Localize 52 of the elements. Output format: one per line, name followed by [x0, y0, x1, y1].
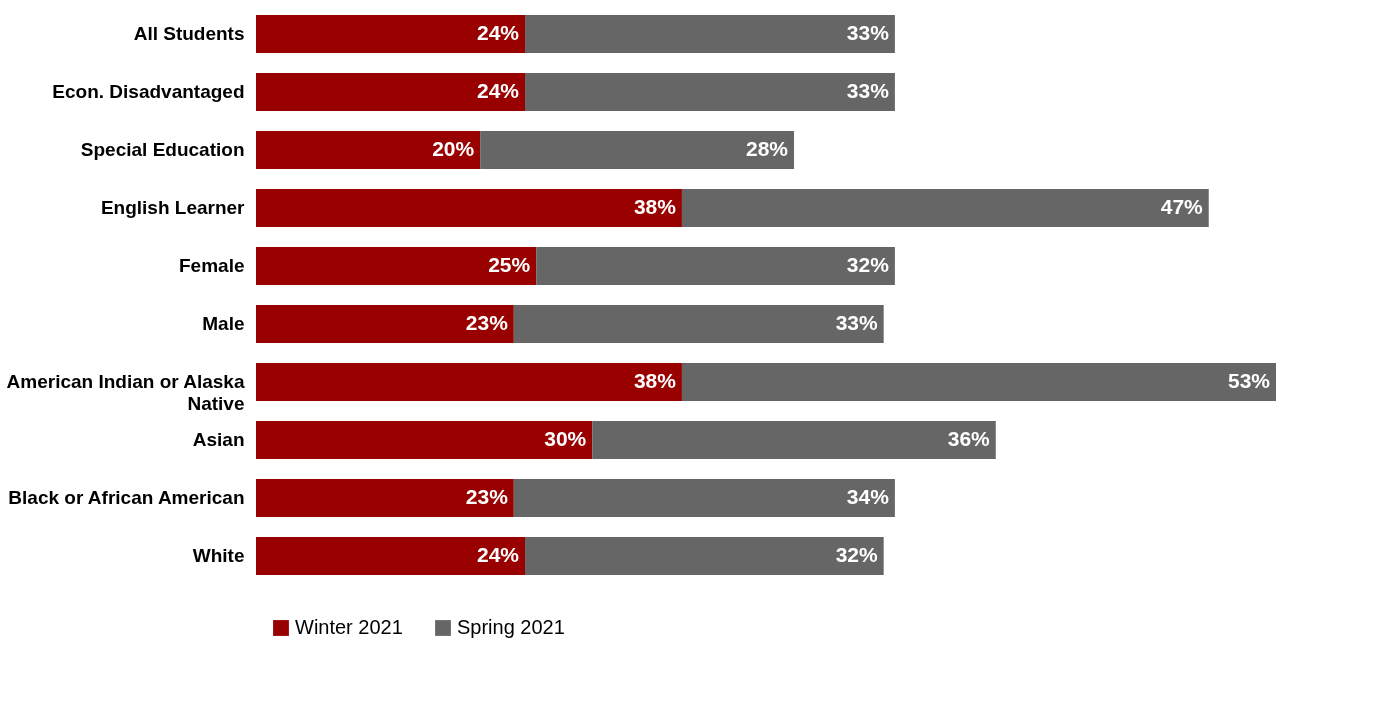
- bar: [513, 479, 895, 517]
- legend-label: Winter 2021: [295, 616, 403, 638]
- bar: [256, 421, 593, 459]
- y-tick-label: All Students: [133, 23, 245, 44]
- y-tick-label: American Indian or Alaska Native: [6, 371, 245, 414]
- data-label: 38%: [633, 195, 677, 218]
- legend-label: Spring 2021: [457, 616, 565, 638]
- bar: [480, 131, 795, 169]
- y-tick-label: Black or African American: [8, 487, 245, 508]
- data-label: 38%: [633, 369, 677, 392]
- bar: [525, 73, 895, 111]
- bar: [592, 421, 996, 459]
- data-label: 24%: [476, 543, 520, 566]
- y-tick-label: White: [192, 545, 245, 566]
- data-label: 25%: [488, 253, 531, 276]
- bar: [513, 305, 884, 343]
- bar: [256, 363, 682, 401]
- data-label: 53%: [1227, 369, 1271, 392]
- y-tick-label: Special Education: [80, 139, 245, 160]
- y-tick-label: Econ. Disadvantaged: [52, 81, 245, 102]
- bar: [256, 73, 526, 111]
- data-label: 34%: [846, 485, 890, 508]
- bar: [681, 189, 1209, 227]
- data-label: 20%: [432, 137, 475, 160]
- y-tick-label: Female: [179, 255, 245, 276]
- y-tick-label: Male: [202, 313, 245, 334]
- bar: [256, 479, 514, 517]
- data-label: 24%: [476, 79, 520, 102]
- data-label: 32%: [835, 543, 879, 566]
- bar: [681, 363, 1276, 401]
- data-label: 32%: [846, 253, 890, 276]
- bar: [256, 15, 526, 53]
- data-label: 36%: [947, 427, 991, 450]
- data-label: 30%: [544, 427, 587, 450]
- data-label: 24%: [476, 21, 520, 44]
- data-label: 33%: [846, 21, 890, 44]
- bar: [256, 305, 514, 343]
- y-tick-label: English Learner: [100, 197, 246, 218]
- data-label: 47%: [1160, 195, 1204, 218]
- data-label: 23%: [465, 485, 509, 508]
- bar: [256, 189, 682, 227]
- bar: [256, 537, 526, 575]
- data-label: 33%: [846, 79, 890, 102]
- bar: [525, 15, 895, 53]
- bar: [256, 131, 481, 169]
- data-label: 28%: [745, 137, 789, 160]
- y-tick-label: Asian: [192, 429, 245, 450]
- data-label: 33%: [835, 311, 879, 334]
- bar: [525, 537, 884, 575]
- bar: [256, 247, 537, 285]
- bar: [536, 247, 895, 285]
- data-label: 23%: [465, 311, 509, 334]
